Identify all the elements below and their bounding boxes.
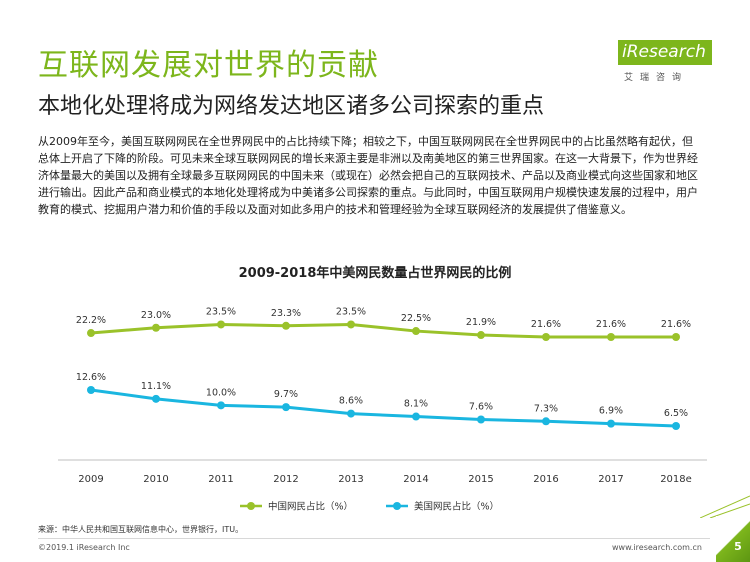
x-tick-label: 2013 (338, 474, 363, 485)
data-point (672, 333, 680, 341)
data-point (477, 331, 485, 340)
data-point (542, 417, 550, 426)
data-label: 23.0% (141, 310, 171, 321)
data-label: 21.6% (661, 319, 691, 330)
data-label: 8.6% (339, 396, 363, 407)
x-tick-label: 2010 (143, 474, 168, 485)
x-tick-label: 2011 (208, 474, 233, 485)
chart-title: 2009-2018年中美网民数量占世界网民的比例 (238, 266, 512, 281)
legend-swatch-dot (393, 502, 401, 510)
data-label: 23.5% (206, 306, 236, 317)
x-tick-label: 2018e (660, 474, 692, 485)
data-point (152, 323, 160, 332)
body-paragraph: 从2009年至今，美国互联网网民在全世界网民中的占比持续下降；相较之下，中国互联… (38, 135, 698, 216)
x-tick-label: 2017 (598, 474, 623, 485)
page-title: 互联网发展对世界的贡献 (38, 48, 379, 83)
data-label: 6.9% (599, 406, 623, 417)
data-label: 21.6% (596, 319, 626, 330)
page-number: 5 (734, 540, 742, 553)
data-point (347, 409, 355, 418)
data-point (217, 320, 225, 329)
data-point (607, 419, 615, 428)
data-point (477, 415, 485, 424)
series-line-china (90, 322, 676, 339)
data-label: 9.7% (274, 389, 298, 400)
data-label: 11.1% (141, 381, 171, 392)
copyright-text: ©2019.1 iResearch Inc (38, 543, 130, 552)
data-point (347, 320, 355, 329)
footer-divider (38, 538, 710, 539)
data-point (87, 329, 95, 338)
data-label: 21.9% (466, 317, 496, 328)
legend-swatch-dot (247, 502, 255, 510)
data-point (152, 394, 160, 403)
data-label: 10.0% (206, 387, 236, 398)
source-note: 来源：中华人民共和国互联网信息中心，世界银行，ITU。 (38, 525, 244, 534)
x-tick-label: 2009 (78, 474, 103, 485)
data-label: 8.1% (404, 399, 428, 410)
data-point (282, 403, 290, 412)
decorative-stripes (700, 495, 750, 518)
data-label: 7.6% (469, 402, 493, 413)
series-line-usa (90, 388, 677, 428)
data-label: 23.5% (336, 306, 366, 317)
website-link[interactable]: www.iresearch.com.cn (612, 543, 702, 552)
data-label: 22.2% (76, 315, 106, 326)
data-point (412, 412, 420, 421)
x-tick-label: 2012 (273, 474, 298, 485)
x-tick-label: 2014 (403, 474, 428, 485)
data-point (87, 386, 95, 394)
corner-decoration (716, 516, 750, 562)
data-label: 7.3% (534, 403, 558, 414)
logo-brand: iResearch (618, 40, 712, 65)
data-label: 22.5% (401, 313, 431, 324)
iresearch-logo: iResearch 艾瑞咨询 (618, 40, 716, 88)
legend-label: 中国网民占比（%） (268, 501, 353, 513)
data-point (542, 333, 550, 341)
page-subtitle: 本地化处理将成为网络发达地区诸多公司探索的重点 (38, 94, 545, 119)
data-point (412, 327, 420, 336)
data-point (672, 421, 680, 430)
data-label: 12.6% (76, 372, 106, 383)
data-label: 23.3% (271, 308, 301, 319)
x-tick-label: 2016 (533, 474, 558, 485)
legend-label: 美国网民占比（%） (414, 501, 499, 513)
data-point (217, 401, 225, 410)
data-label: 6.5% (664, 408, 688, 419)
logo-tagline: 艾瑞咨询 (624, 73, 689, 83)
data-point (607, 333, 615, 341)
data-point (282, 321, 290, 330)
x-tick-label: 2015 (468, 474, 493, 485)
data-label: 21.6% (531, 319, 561, 330)
